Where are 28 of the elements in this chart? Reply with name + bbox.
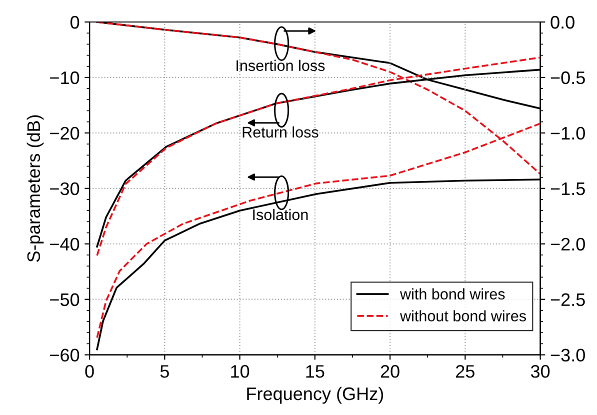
y-tick-label: −60 [50,348,80,362]
x-tick-label: 20 [380,365,400,378]
y-axis-title: S-parameters (dB) [26,115,44,262]
annotation: Return loss [242,126,318,138]
annotation: Isolation [253,208,308,220]
x-tick-label: 0 [85,365,94,378]
y-tick-label: −10 [50,71,80,84]
legend-label: with bond wires [400,288,505,300]
legend-label: without bond wires [400,310,526,322]
y-tick-label: −30 [50,182,80,196]
x-tick-label: 10 [231,365,250,378]
y-tick-label: −50 [50,293,80,306]
y2-tick-label: −3.0 [550,348,585,362]
y-tick-label: 0 [70,16,80,29]
x-tick-label: 30 [530,365,550,378]
y-tick-label: −20 [50,126,80,140]
y2-tick-label: −0.5 [550,71,585,84]
x-tick-label: 15 [306,365,324,378]
annotation: Insertion loss [236,60,325,72]
y-tick-label: −40 [50,238,80,251]
x-tick-label: 25 [456,365,474,378]
y2-tick-label: −2.0 [550,238,585,251]
x-tick-label: 5 [160,365,169,378]
y2-tick-label: −2.5 [550,293,585,306]
x-axis-title: Frequency (GHz) [247,386,384,404]
y2-tick-label: −1.0 [550,126,585,140]
y2-tick-label: 0.0 [550,16,574,29]
y2-tick-label: −1.5 [550,182,585,196]
